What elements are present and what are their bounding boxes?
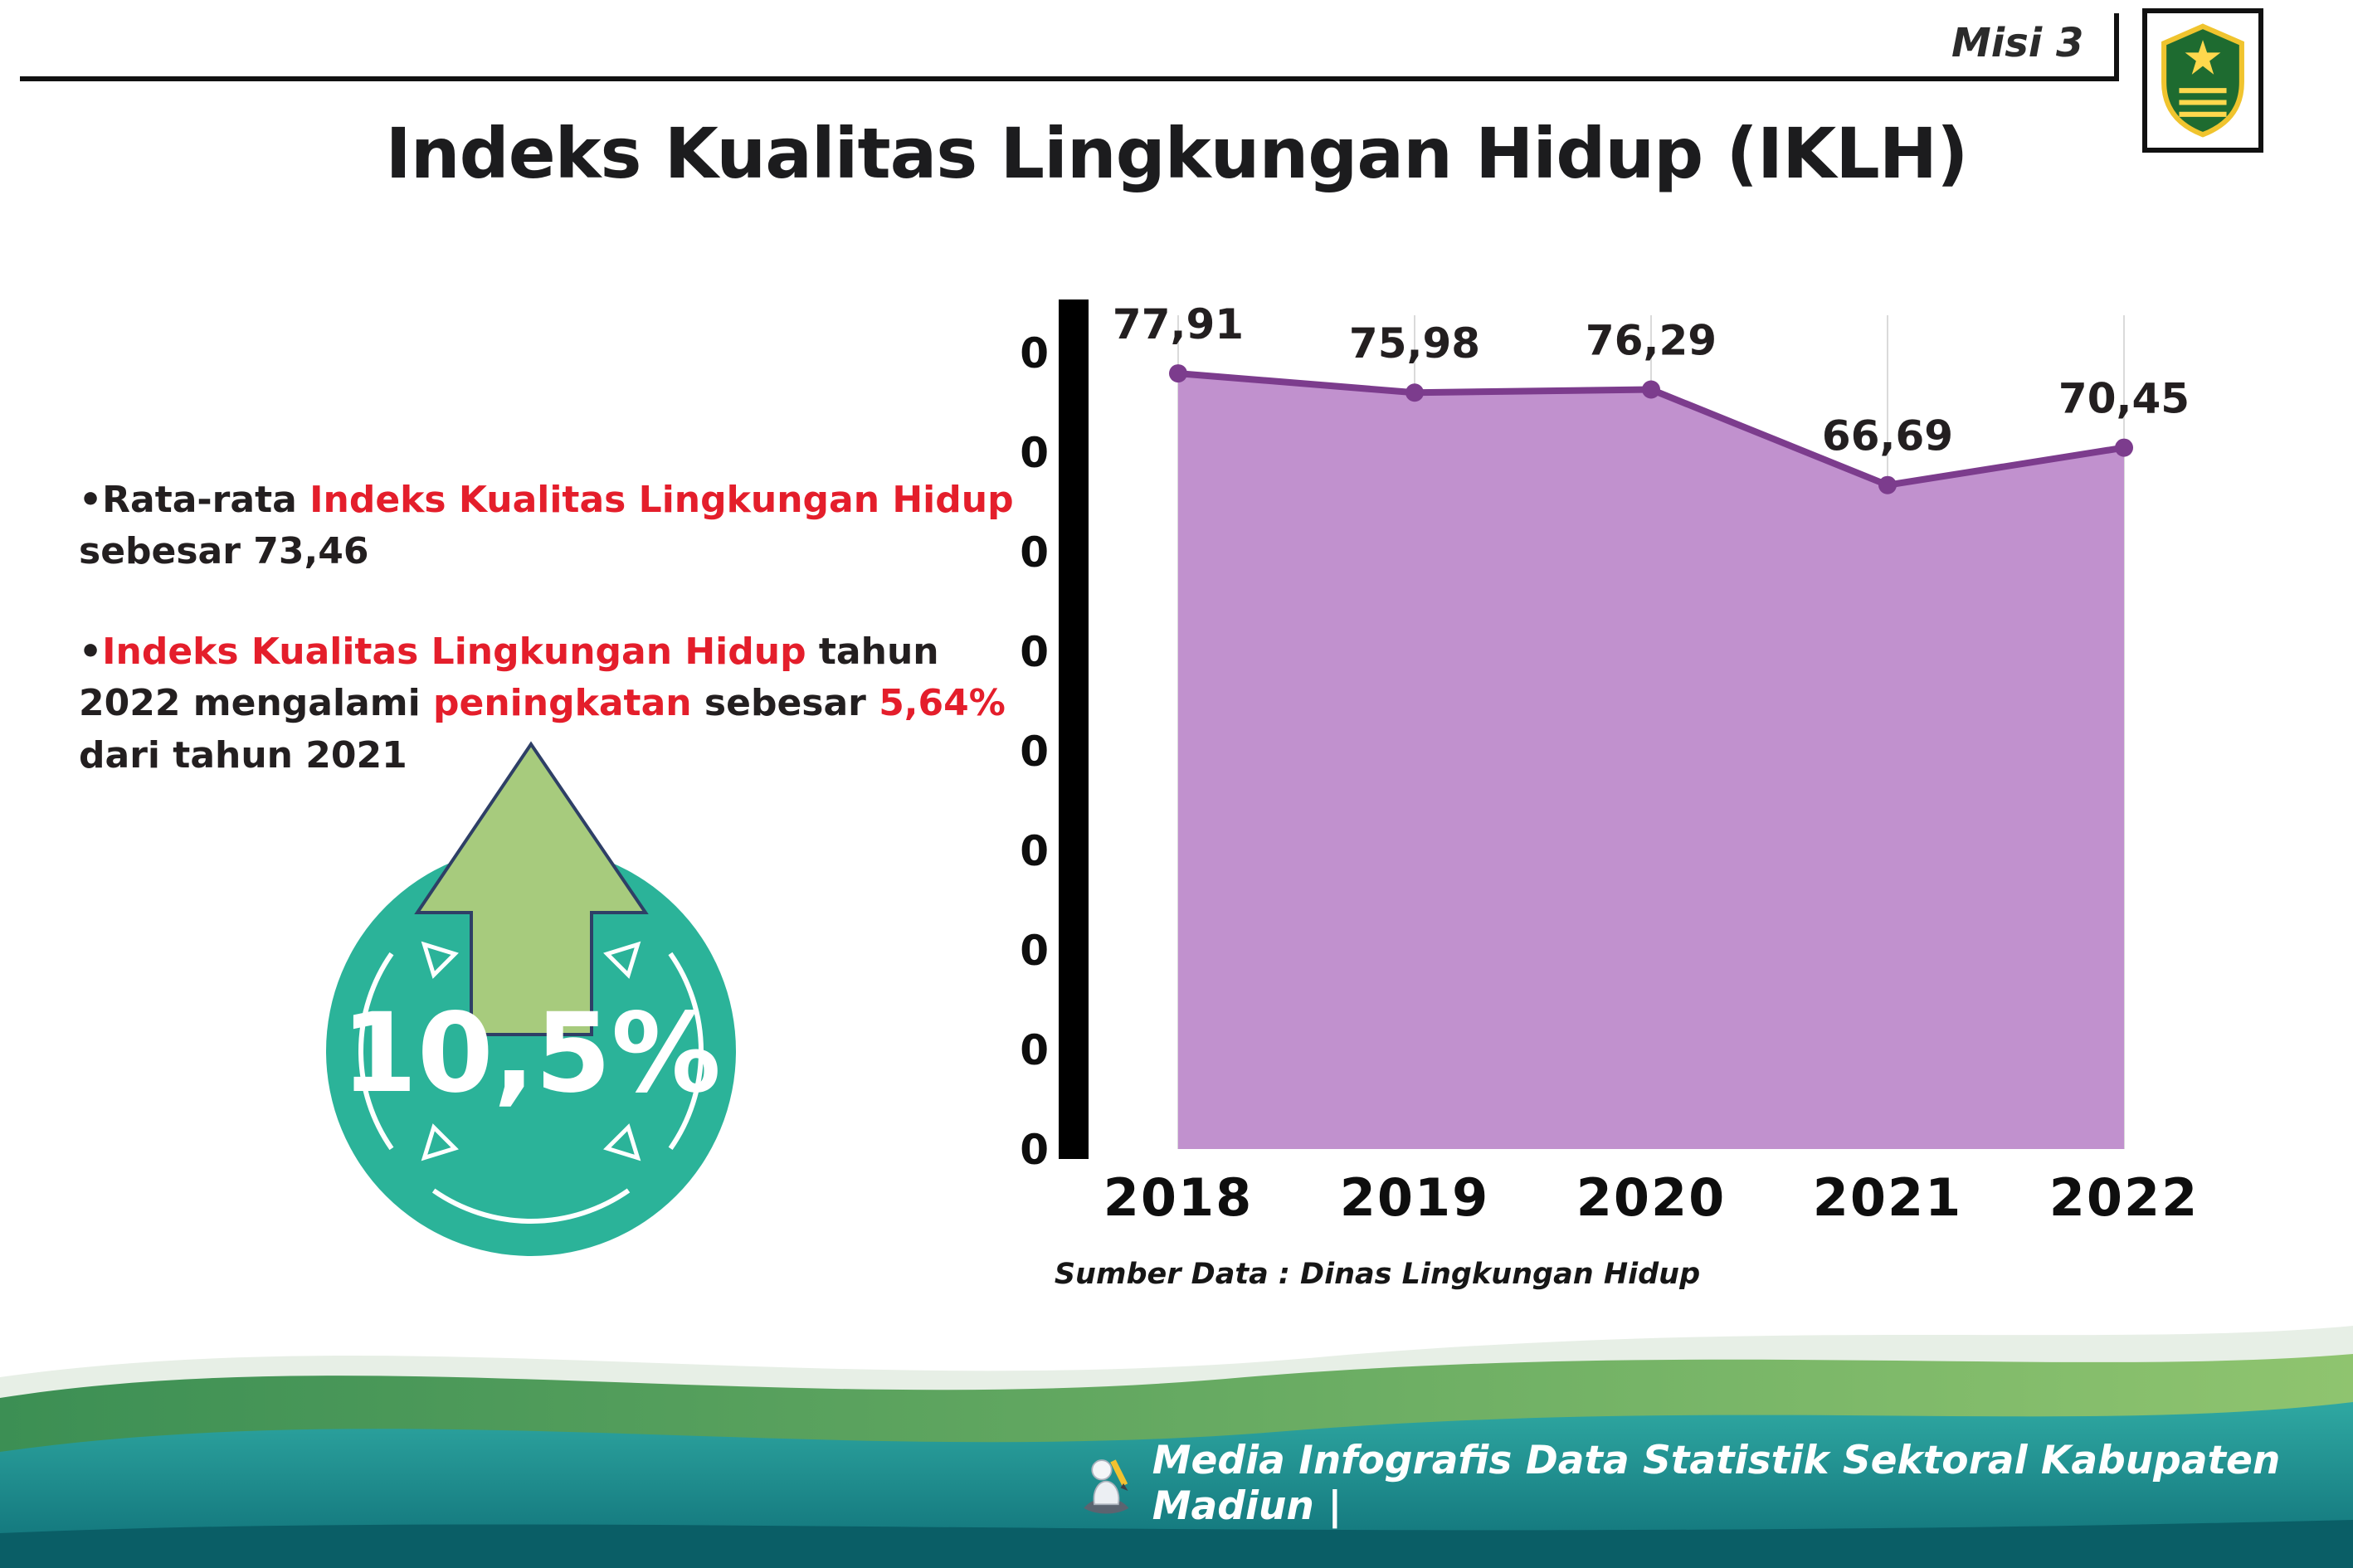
footer-wave-strip bbox=[0, 1520, 2353, 1568]
kabupaten-madiun-crest-icon bbox=[2161, 23, 2244, 138]
bullet-average-iklh: •Rata-rata Indeks Kualitas Lingkungan Hi… bbox=[79, 479, 1014, 573]
data-label: 75,98 bbox=[1349, 319, 1480, 368]
badge-dashed-ring bbox=[358, 879, 704, 1224]
iklh-area-chart: 77,91 75,98 76,29 66,69 70,45 0 10 20 30 40 50 60 70… bbox=[991, 295, 2248, 1257]
area-fill bbox=[1178, 373, 2124, 1149]
badge-triangle-ne bbox=[603, 941, 641, 979]
badge-triangle-se bbox=[603, 1123, 641, 1161]
y-tick-label: 50 bbox=[1021, 628, 1049, 676]
x-tick-label: 2020 bbox=[1576, 1167, 1727, 1228]
data-label: 77,91 bbox=[1113, 300, 1244, 348]
data-point bbox=[1405, 383, 1424, 402]
x-tick-label: 2021 bbox=[1813, 1167, 1963, 1228]
data-point bbox=[1878, 475, 1897, 494]
data-point bbox=[2115, 438, 2133, 457]
badge-triangle-nw bbox=[421, 941, 459, 979]
y-tick-label: 80 bbox=[1021, 329, 1049, 377]
y-tick-label: 30 bbox=[1021, 827, 1049, 875]
badge-triangle-sw bbox=[421, 1123, 459, 1161]
up-arrow-icon bbox=[414, 741, 649, 1036]
x-tick-label: 2019 bbox=[1340, 1167, 1490, 1228]
y-tick-label: 40 bbox=[1021, 728, 1049, 776]
x-tick-label: 2018 bbox=[1103, 1167, 1254, 1228]
summary-bullets: •Rata-rata Indeks Kualitas Lingkungan Hi… bbox=[79, 475, 1016, 830]
bullet-increase-2022: •Indeks Kualitas Lingkungan Hidup tahun … bbox=[79, 630, 1006, 777]
top-divider-corner bbox=[2114, 13, 2119, 81]
footer-caption-text: Media Infografis Data Statistik Sektoral… bbox=[1152, 1438, 2281, 1529]
x-tick-label: 2022 bbox=[2049, 1167, 2200, 1228]
mascot-icon bbox=[1084, 1459, 1129, 1514]
y-tick-label: 70 bbox=[1021, 429, 1049, 477]
badge-circle bbox=[326, 846, 736, 1256]
y-tick-label: 0 bbox=[1021, 1126, 1049, 1174]
badge-value: 10,5% bbox=[341, 990, 721, 1118]
misi-label: Misi 3 bbox=[1951, 20, 2084, 66]
data-point bbox=[1169, 364, 1187, 383]
data-label: 70,45 bbox=[2058, 375, 2190, 423]
y-axis-bar bbox=[1059, 299, 1089, 1159]
y-tick-label: 20 bbox=[1021, 927, 1049, 975]
data-label: 66,69 bbox=[1822, 412, 1953, 460]
y-tick-label: 10 bbox=[1021, 1026, 1049, 1074]
chart-source: Sumber Data : Dinas Lingkungan Hidup bbox=[1054, 1258, 1701, 1291]
y-tick-label: 60 bbox=[1021, 528, 1049, 577]
footer-wave bbox=[0, 1294, 2353, 1568]
data-label: 76,29 bbox=[1586, 317, 1717, 365]
top-divider-line bbox=[20, 76, 2117, 81]
footer-caption: Media Infografis Data Statistik Sektoral… bbox=[1079, 1438, 2353, 1529]
increase-badge: 10,5% bbox=[305, 734, 760, 1282]
kabupaten-madiun-logo bbox=[2142, 8, 2263, 153]
page-title: Indeks Kualitas Lingkungan Hidup (IKLH) bbox=[385, 113, 1969, 194]
data-point bbox=[1642, 380, 1660, 399]
